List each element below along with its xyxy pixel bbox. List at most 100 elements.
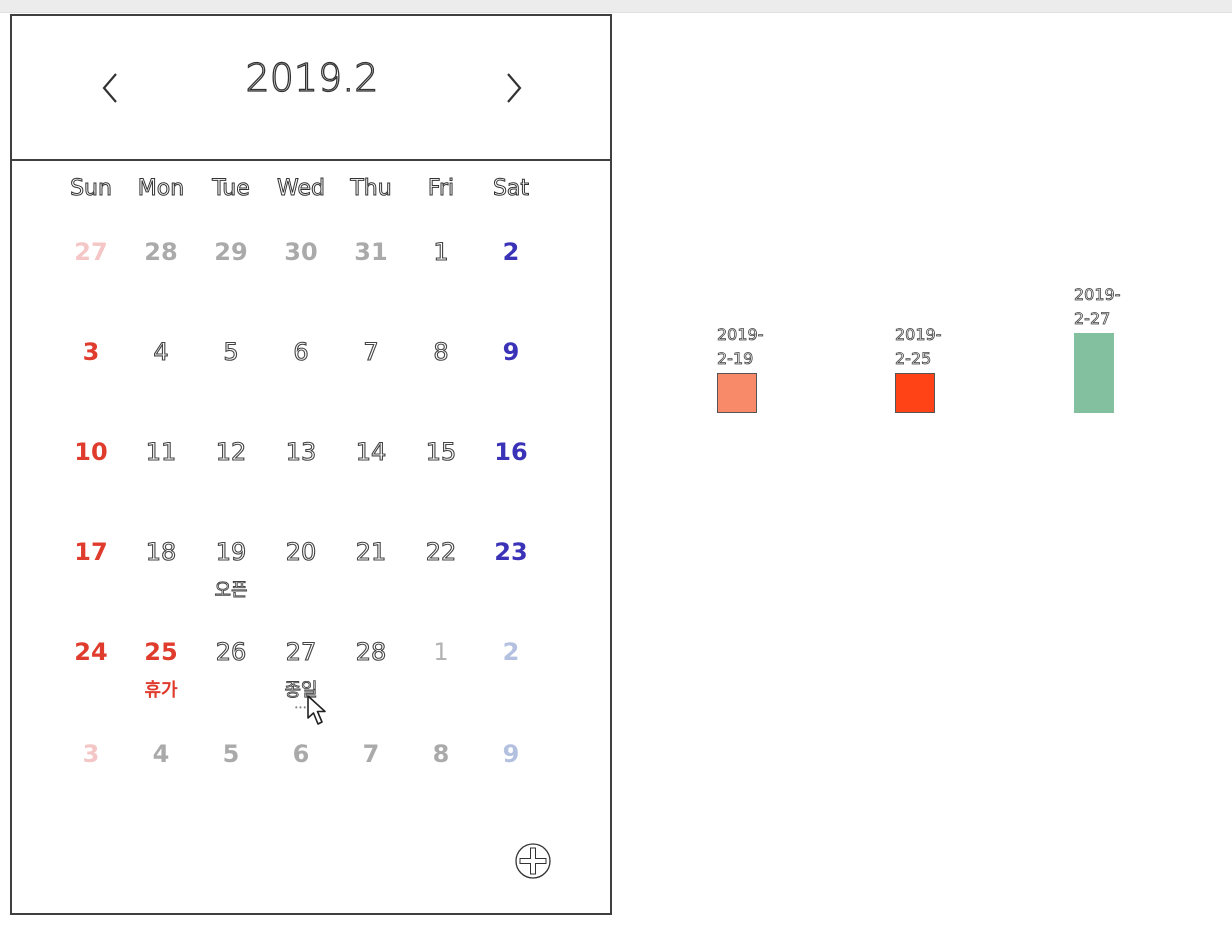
day-cell[interactable]: 26 xyxy=(196,637,266,728)
day-cell[interactable]: 28 xyxy=(126,238,196,328)
day-number: 8 xyxy=(432,740,450,768)
day-number: 5 xyxy=(222,740,240,768)
day-cell[interactable]: 20 xyxy=(266,537,336,628)
day-number: 2 xyxy=(502,238,520,266)
day-cell[interactable]: 7 xyxy=(336,337,406,428)
day-cell[interactable]: 9 xyxy=(476,740,546,830)
day-cell[interactable]: 29 xyxy=(196,238,266,328)
day-number: 4 xyxy=(153,337,169,366)
day-number: 9 xyxy=(502,740,520,768)
prev-month-button[interactable] xyxy=(90,64,130,112)
weekday-label: Wed xyxy=(277,176,326,202)
more-events-indicator[interactable]: ... xyxy=(294,700,308,712)
day-number: 13 xyxy=(285,437,317,466)
day-number: 19 xyxy=(215,537,247,566)
chart-bar xyxy=(1074,333,1114,413)
day-cell[interactable]: 27 종일... xyxy=(266,637,336,728)
day-cell[interactable]: 9 xyxy=(476,338,546,428)
day-number: 31 xyxy=(354,238,388,266)
day-cell[interactable]: 16 xyxy=(476,438,546,528)
event-label[interactable]: 휴가 xyxy=(144,680,178,701)
add-event-button[interactable] xyxy=(514,842,552,880)
day-number: 3 xyxy=(82,740,100,768)
day-cell[interactable]: 14 xyxy=(336,437,406,528)
day-number: 7 xyxy=(363,337,379,366)
day-cell[interactable]: 6 xyxy=(266,740,336,830)
weekday-label: Sat xyxy=(492,176,530,202)
weekday-label: Sun xyxy=(70,176,113,202)
day-cell[interactable]: 18 xyxy=(126,537,196,628)
chart-bar xyxy=(895,373,935,413)
day-number: 6 xyxy=(292,740,310,768)
event-label[interactable]: 종일 xyxy=(284,680,318,702)
day-number: 23 xyxy=(494,538,528,566)
day-cell[interactable]: 19 오픈 xyxy=(196,537,266,628)
day-number: 16 xyxy=(494,438,528,466)
day-cell[interactable]: 24 xyxy=(56,638,126,728)
mouse-cursor-icon xyxy=(307,695,326,725)
day-number: 29 xyxy=(214,238,248,266)
day-cell[interactable]: 4 xyxy=(126,740,196,830)
day-number: 9 xyxy=(502,338,520,366)
day-cell[interactable]: 1 xyxy=(406,638,476,728)
day-number: 4 xyxy=(152,740,170,768)
day-number: 18 xyxy=(145,537,177,566)
day-number: 11 xyxy=(145,437,177,466)
day-cell[interactable]: 6 xyxy=(266,337,336,428)
weekday-label: Thu xyxy=(350,176,392,202)
day-number: 7 xyxy=(362,740,380,768)
plus-circle-icon xyxy=(515,843,551,879)
day-cell[interactable]: 8 xyxy=(406,337,476,428)
bar-date-label: 2019- 2-27 xyxy=(1074,285,1121,329)
browser-top-strip xyxy=(0,0,1232,13)
weekday-label: Fri xyxy=(427,176,455,202)
day-cell[interactable]: 4 xyxy=(126,337,196,428)
day-number: 17 xyxy=(74,538,108,566)
day-cell[interactable]: 22 xyxy=(406,537,476,628)
day-cell[interactable]: 2 xyxy=(476,638,546,728)
day-cell[interactable]: 3 xyxy=(56,740,126,830)
day-cell[interactable]: 1 xyxy=(406,237,476,328)
day-cell[interactable]: 23 xyxy=(476,538,546,628)
day-cell[interactable]: 30 xyxy=(266,238,336,328)
weekday-header-row: Sun Mon Tue Wed Thu Fri Sat xyxy=(12,176,610,206)
day-number: 30 xyxy=(284,238,318,266)
day-number: 24 xyxy=(74,638,108,666)
calendar-panel: 2019.2 Sun Mon Tue Wed Thu Fri Sat 27 28 2… xyxy=(10,14,612,915)
day-cell[interactable]: 5 xyxy=(196,337,266,428)
bar-date-label: 2019- 2-25 xyxy=(895,325,942,369)
day-cell[interactable]: 10 xyxy=(56,438,126,528)
day-number: 28 xyxy=(144,238,178,266)
event-label[interactable]: 오픈 xyxy=(214,580,248,602)
day-cell[interactable]: 5 xyxy=(196,740,266,830)
day-cell[interactable]: 7 xyxy=(336,740,406,830)
day-cell[interactable]: 25 휴가 xyxy=(126,638,196,728)
day-cell[interactable]: 17 xyxy=(56,538,126,628)
chevron-left-icon xyxy=(102,73,117,103)
next-month-button[interactable] xyxy=(494,64,534,112)
day-number: 14 xyxy=(355,437,387,466)
day-number: 6 xyxy=(293,337,309,366)
bar-date-label: 2019- 2-19 xyxy=(717,325,764,369)
calendar-header: 2019.2 xyxy=(12,16,610,161)
day-number: 26 xyxy=(215,637,247,666)
day-cell[interactable]: 12 xyxy=(196,437,266,528)
day-cell[interactable]: 31 xyxy=(336,238,406,328)
day-cell[interactable]: 11 xyxy=(126,437,196,528)
day-cell[interactable]: 3 xyxy=(56,338,126,428)
day-cell[interactable]: 27 xyxy=(56,238,126,328)
day-cell[interactable]: 8 xyxy=(406,740,476,830)
day-cell[interactable]: 13 xyxy=(266,437,336,528)
day-number: 8 xyxy=(433,337,449,366)
day-number: 12 xyxy=(215,437,247,466)
day-number: 10 xyxy=(74,438,108,466)
day-cell[interactable]: 2 xyxy=(476,238,546,328)
weekday-label: Tue xyxy=(212,176,251,202)
day-number: 5 xyxy=(223,337,239,366)
day-cell[interactable]: 28 xyxy=(336,637,406,728)
day-number: 27 xyxy=(285,637,317,666)
day-cell[interactable]: 15 xyxy=(406,437,476,528)
event-bar-chart: 2019- 2-19 2019- 2-25 2019- 2-27 xyxy=(640,260,1200,460)
chart-bar xyxy=(717,373,757,413)
day-cell[interactable]: 21 xyxy=(336,537,406,628)
